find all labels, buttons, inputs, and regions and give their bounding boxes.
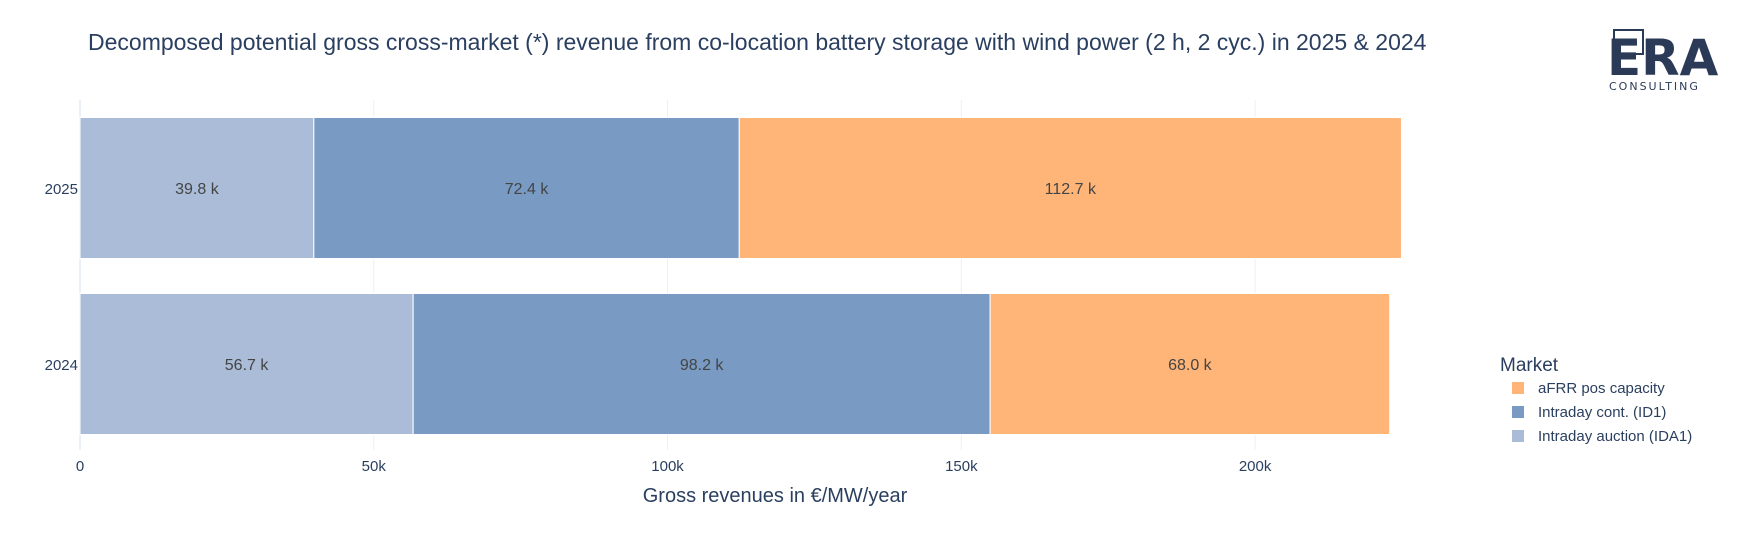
y-axis-ticks: 2025 2024 — [45, 181, 78, 374]
x-axis-ticks: 0 50k 100k 150k 200k — [76, 458, 1272, 475]
bar-label-2025-series-2: 112.7 k — [1045, 181, 1097, 198]
era-logo: ERA CONSULTING — [1607, 29, 1719, 93]
y-tick-label-2025: 2025 — [45, 181, 78, 198]
legend-item-1: Intraday cont. (ID1) — [1538, 404, 1666, 421]
x-tick-label-100k: 100k — [651, 458, 684, 475]
legend-swatch-1 — [1512, 406, 1524, 418]
bar-label-2024-series-2: 68.0 k — [1168, 357, 1213, 374]
legend-swatch-2 — [1512, 430, 1524, 442]
bar-2025-series-1 — [313, 117, 740, 259]
legend-swatch-0 — [1512, 382, 1524, 394]
logo-frame — [1613, 29, 1644, 55]
bar-label-2025-series-0: 39.8 k — [175, 181, 220, 198]
x-tick-label-0: 0 — [76, 458, 84, 475]
bar-2024-series-1 — [412, 293, 991, 435]
legend-title: Market — [1500, 355, 1559, 376]
legend: Market aFRR pos capacity Intraday cont. (… — [1500, 355, 1692, 445]
legend-item-0: aFRR pos capacity — [1538, 380, 1665, 397]
bars — [79, 117, 1402, 435]
chart-title: Decomposed potential gross cross-market … — [88, 29, 1427, 55]
bar-label-2025-series-1: 72.4 k — [505, 181, 550, 198]
legend-item-2: Intraday auction (IDA1) — [1538, 428, 1692, 445]
x-tick-label-200k: 200k — [1239, 458, 1272, 475]
bar-label-2024-series-1: 98.2 k — [680, 357, 725, 374]
y-tick-label-2024: 2024 — [45, 357, 78, 374]
bar-2024-series-2 — [989, 293, 1391, 435]
bar-2025-series-0 — [79, 117, 315, 259]
x-tick-label-150k: 150k — [945, 458, 978, 475]
logo-sub-text: CONSULTING — [1609, 80, 1700, 93]
x-axis-title: Gross revenues in €/MW/year — [643, 485, 908, 507]
logo-main-text: ERA — [1607, 29, 1719, 87]
bar-label-2024-series-0: 56.7 k — [225, 357, 270, 374]
bar-labels: 39.8 k 72.4 k 112.7 k 56.7 k 98.2 k 68.0 k — [175, 181, 1213, 374]
bar-2025-series-2 — [738, 117, 1402, 259]
x-tick-label-50k: 50k — [362, 458, 387, 475]
